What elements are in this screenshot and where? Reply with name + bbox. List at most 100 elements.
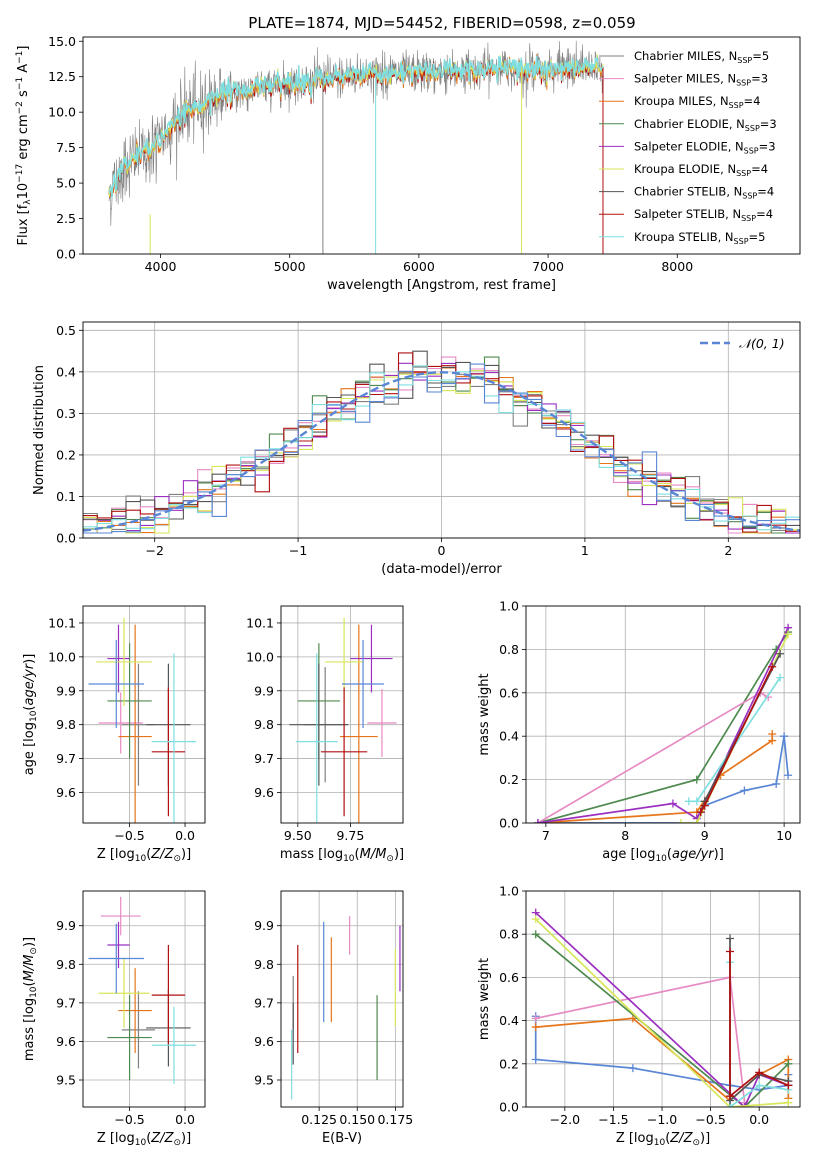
x-tick-label: 1	[581, 543, 589, 558]
y-tick-label: 9.5	[56, 1073, 76, 1088]
y-tick-label: 9.7	[56, 995, 76, 1010]
mass-weight-marker	[784, 1081, 793, 1090]
y-tick-label: 0.6	[499, 685, 519, 700]
mass-weight-marker	[772, 779, 781, 788]
mass-weight-line	[537, 627, 789, 823]
y-tick-label: 9.6	[56, 785, 76, 800]
mass_vs_ebv-marks	[291, 916, 401, 1100]
massweight_vs_age-marks	[533, 623, 793, 823]
spectrum-legend: Chabrier MILES, NSSP=5 Salpeter MILES, NS…	[599, 49, 777, 246]
x-axis-label: Z [log10(Z/Z⊙)]	[97, 1131, 191, 1148]
axes-frame	[82, 605, 206, 824]
y-axis-label: age [log10(age/yr)]	[22, 654, 39, 776]
y-tick-label: 0.4	[499, 729, 519, 744]
legend-entry: Salpeter ELODIE, NSSP=3	[634, 139, 776, 155]
residuals-marks	[83, 350, 800, 534]
mass-weight-marker	[531, 930, 540, 939]
legend-entry: Kroupa MILES, NSSP=4	[634, 94, 760, 110]
x-tick-label: 5000	[274, 259, 306, 274]
y-tick-label: 0.2	[56, 447, 76, 462]
residual-histogram	[83, 365, 800, 531]
mass-weight-marker	[531, 1023, 540, 1032]
age_vs_mass-marks	[289, 617, 397, 823]
mass-weight-marker	[531, 1014, 540, 1023]
y-tick-label: 0.8	[499, 927, 519, 942]
y-tick-label: 9.7	[254, 995, 274, 1010]
y-tick-label: 9.5	[254, 1073, 274, 1088]
x-tick-label: 8000	[661, 259, 693, 274]
x-tick-label: 6000	[403, 259, 435, 274]
spectrum-panel: 4000 5000 6000 7000 8000 0.0 2.5 5.0 7.5 10.0 12.5…	[15, 34, 801, 293]
x-tick-label: 0.0	[175, 1112, 195, 1127]
x-tick-label: −2.0	[550, 1112, 580, 1127]
x-tick-label: 9.50	[284, 828, 312, 843]
y-axis-label: Normed distribution	[32, 365, 47, 495]
mass-weight-line	[729, 951, 789, 1098]
y-tick-label: 0.5	[56, 323, 76, 338]
y-tick-label: 0.0	[56, 247, 76, 262]
gaussian-curve	[83, 371, 800, 532]
y-tick-label: 5.0	[56, 176, 76, 191]
massweight_vs_age-panel: 7 8 9 10 0.0 0.2 0.4 0.6 0.8 1.0 age [log10(age/yr…	[477, 599, 801, 864]
y-tick-label: 9.7	[254, 751, 274, 766]
residual-histogram	[83, 363, 800, 534]
x-tick-label: −0.5	[114, 1112, 144, 1127]
legend-entry: Chabrier STELIB, NSSP=4	[634, 185, 774, 201]
y-tick-label: 9.8	[254, 717, 274, 732]
mass_vs_ebv-panel: 0.125 0.150 0.175 9.5 9.6 9.7 9.8 9.9 E(B-V)	[254, 890, 413, 1146]
age_vs_mass-panel: 9.50 9.75 9.6 9.7 9.8 9.9 10.0 10.1 mass [log10(…	[246, 605, 404, 864]
x-tick-label: −1	[289, 543, 307, 558]
legend-entry: Salpeter STELIB, NSSP=4	[634, 207, 773, 223]
y-axis-label: Flux [fλ10−17 erg cm−2 s−1 A−1]	[15, 46, 33, 246]
x-tick-label: −1.5	[598, 1112, 628, 1127]
y-axis-label: mass weight	[477, 673, 492, 755]
x-tick-label: 0.0	[175, 828, 195, 843]
y-tick-label: 0.3	[56, 406, 76, 421]
y-tick-label: 0.8	[499, 642, 519, 657]
mass-weight-marker	[531, 1055, 540, 1064]
x-tick-label: 9	[701, 828, 709, 843]
y-tick-label: 10.1	[246, 615, 274, 630]
y-tick-label: 0.0	[499, 1100, 519, 1115]
y-axis-label: mass weight	[477, 958, 492, 1040]
mass-weight-marker	[740, 1103, 749, 1107]
y-tick-label: 0.0	[499, 816, 519, 831]
mass-weight-line	[535, 976, 746, 1103]
mass-weight-marker	[784, 1059, 793, 1068]
x-tick-label: 7	[542, 828, 550, 843]
mass-weight-marker	[668, 799, 677, 808]
legend-entry: Salpeter MILES, NSSP=3	[634, 72, 768, 88]
residual-histogram	[83, 350, 800, 529]
y-tick-label: 9.6	[254, 1034, 274, 1049]
axes-frame	[525, 890, 801, 1108]
mass-weight-marker	[784, 771, 793, 780]
y-tick-label: 1.0	[499, 884, 519, 899]
x-tick-label: −0.5	[114, 828, 144, 843]
mass-weight-marker	[628, 1064, 637, 1073]
mass-weight-marker	[692, 819, 701, 823]
legend-entry: Kroupa ELODIE, NSSP=4	[634, 162, 768, 178]
x-tick-label: 0.175	[377, 1112, 413, 1127]
x-axis-label: Z [log10(Z/Z⊙)]	[97, 847, 191, 864]
y-tick-label: 9.9	[56, 918, 76, 933]
mass-weight-marker	[726, 947, 735, 956]
y-tick-label: 9.8	[56, 717, 76, 732]
axes-frame	[280, 605, 404, 824]
mass-weight-marker	[628, 1014, 637, 1023]
y-tick-label: 2.5	[56, 211, 76, 226]
mass_vs_Z-marks	[88, 896, 197, 1084]
y-tick-label: 9.6	[254, 785, 274, 800]
axes-frame	[82, 321, 801, 539]
figure-title: PLATE=1874, MJD=54452, FIBERID=0598, z=0…	[248, 14, 635, 32]
mass-weight-marker	[776, 673, 785, 682]
mass-weight-marker	[726, 934, 735, 943]
mass-weight-marker	[755, 1081, 764, 1090]
x-axis-label: wavelength [Angstrom, rest frame]	[327, 278, 556, 293]
mass-weight-marker	[768, 730, 777, 739]
x-tick-label: 7000	[532, 259, 564, 274]
x-tick-label: 8	[621, 828, 629, 843]
x-tick-label: 2	[724, 543, 732, 558]
x-axis-label: E(B-V)	[322, 1131, 362, 1146]
x-tick-label: −2	[145, 543, 163, 558]
